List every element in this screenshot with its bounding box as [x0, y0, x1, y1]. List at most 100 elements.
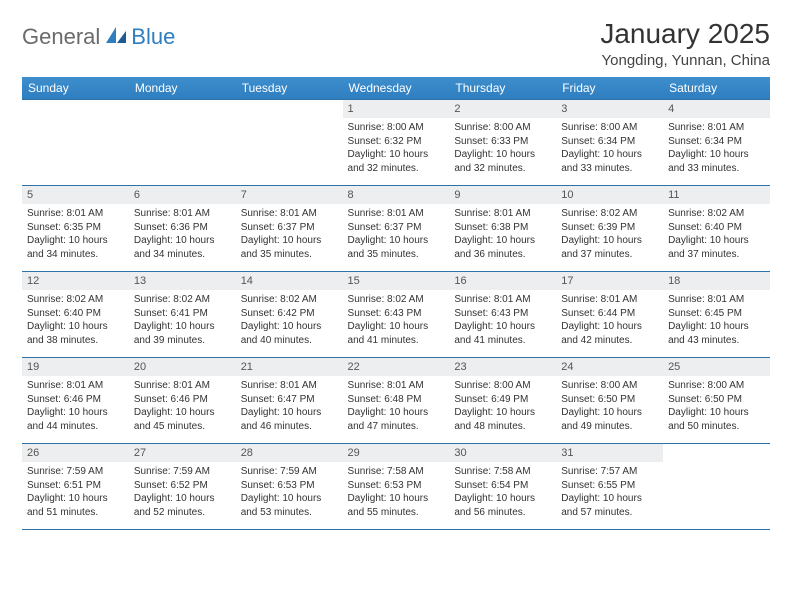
day-details: Sunrise: 8:00 AMSunset: 6:49 PMDaylight:… [449, 376, 556, 437]
sunrise-line: Sunrise: 8:01 AM [348, 379, 445, 393]
daylight-line: Daylight: 10 hours and 48 minutes. [454, 406, 551, 433]
day-details: Sunrise: 8:01 AMSunset: 6:46 PMDaylight:… [22, 376, 129, 437]
sunrise-line: Sunrise: 8:00 AM [561, 379, 658, 393]
day-details: Sunrise: 7:58 AMSunset: 6:54 PMDaylight:… [449, 462, 556, 523]
calendar-day-cell: 24Sunrise: 8:00 AMSunset: 6:50 PMDayligh… [556, 358, 663, 444]
day-number: 28 [236, 444, 343, 462]
calendar-day-cell: 20 Sunrise: 8:01 AMSunset: 6:46 PMDayligh… [129, 358, 236, 444]
day-number [663, 444, 770, 462]
sunrise-line: Sunrise: 8:01 AM [348, 207, 445, 221]
day-number: 27 [129, 444, 236, 462]
daylight-line: Daylight: 10 hours and 43 minutes. [668, 320, 765, 347]
sunset-line: Sunset: 6:37 PM [241, 221, 338, 235]
calendar-day-cell: 21Sunrise: 8:01 AMSunset: 6:47 PMDayligh… [236, 358, 343, 444]
day-details: Sunrise: 8:00 AMSunset: 6:32 PMDaylight:… [343, 118, 450, 179]
daylight-line: Daylight: 10 hours and 36 minutes. [454, 234, 551, 261]
day-details: Sunrise: 7:59 AMSunset: 6:53 PMDaylight:… [236, 462, 343, 523]
day-number: 18 [663, 272, 770, 290]
day-number: 9 [449, 186, 556, 204]
brand-sail-icon [104, 25, 128, 50]
month-title: January 2025 [600, 18, 770, 50]
day-details: Sunrise: 8:01 AMSunset: 6:45 PMDaylight:… [663, 290, 770, 351]
calendar-day-cell: 12Sunrise: 8:02 AMSunset: 6:40 PMDayligh… [22, 272, 129, 358]
sunset-line: Sunset: 6:43 PM [454, 307, 551, 321]
sunset-line: Sunset: 6:55 PM [561, 479, 658, 493]
calendar-page: General Blue January 2025 Yongding, Yunn… [0, 0, 792, 530]
calendar-day-cell: 31Sunrise: 7:57 AMSunset: 6:55 PMDayligh… [556, 444, 663, 530]
daylight-line: Daylight: 10 hours and 37 minutes. [561, 234, 658, 261]
calendar-day-cell: 22Sunrise: 8:01 AMSunset: 6:48 PMDayligh… [343, 358, 450, 444]
calendar-week-row: 5Sunrise: 8:01 AMSunset: 6:35 PMDaylight… [22, 186, 770, 272]
weekday-header: Thursday [449, 77, 556, 100]
day-number: 14 [236, 272, 343, 290]
daylight-line: Daylight: 10 hours and 45 minutes. [134, 406, 231, 433]
day-number: 6 [129, 186, 236, 204]
sunrise-line: Sunrise: 7:58 AM [454, 465, 551, 479]
day-details: Sunrise: 8:01 AMSunset: 6:43 PMDaylight:… [449, 290, 556, 351]
sunrise-line: Sunrise: 8:00 AM [668, 379, 765, 393]
sunset-line: Sunset: 6:46 PM [134, 393, 231, 407]
sunset-line: Sunset: 6:37 PM [348, 221, 445, 235]
day-details: Sunrise: 8:02 AMSunset: 6:41 PMDaylight:… [129, 290, 236, 351]
sunset-line: Sunset: 6:40 PM [668, 221, 765, 235]
sunset-line: Sunset: 6:50 PM [668, 393, 765, 407]
day-details: Sunrise: 8:00 AMSunset: 6:34 PMDaylight:… [556, 118, 663, 179]
calendar-week-row: 26Sunrise: 7:59 AMSunset: 6:51 PMDayligh… [22, 444, 770, 530]
day-number: 17 [556, 272, 663, 290]
sunset-line: Sunset: 6:33 PM [454, 135, 551, 149]
daylight-line: Daylight: 10 hours and 37 minutes. [668, 234, 765, 261]
day-number: 25 [663, 358, 770, 376]
day-details: Sunrise: 8:01 AMSunset: 6:44 PMDaylight:… [556, 290, 663, 351]
calendar-day-cell: 3Sunrise: 8:00 AMSunset: 6:34 PMDaylight… [556, 100, 663, 186]
daylight-line: Daylight: 10 hours and 55 minutes. [348, 492, 445, 519]
day-details: Sunrise: 7:59 AMSunset: 6:52 PMDaylight:… [129, 462, 236, 523]
weekday-header: Tuesday [236, 77, 343, 100]
sunrise-line: Sunrise: 8:01 AM [134, 379, 231, 393]
weekday-header: Monday [129, 77, 236, 100]
day-number: 1 [343, 100, 450, 118]
sunset-line: Sunset: 6:43 PM [348, 307, 445, 321]
calendar-day-cell: 5Sunrise: 8:01 AMSunset: 6:35 PMDaylight… [22, 186, 129, 272]
sunset-line: Sunset: 6:38 PM [454, 221, 551, 235]
title-block: January 2025 Yongding, Yunnan, China [600, 18, 770, 69]
sunrise-line: Sunrise: 7:59 AM [241, 465, 338, 479]
brand-text-general: General [22, 24, 100, 50]
sunrise-line: Sunrise: 8:01 AM [134, 207, 231, 221]
sunset-line: Sunset: 6:46 PM [27, 393, 124, 407]
daylight-line: Daylight: 10 hours and 35 minutes. [348, 234, 445, 261]
sunrise-line: Sunrise: 8:02 AM [241, 293, 338, 307]
sunrise-line: Sunrise: 7:59 AM [27, 465, 124, 479]
day-details: Sunrise: 8:01 AMSunset: 6:37 PMDaylight:… [236, 204, 343, 265]
weekday-header: Wednesday [343, 77, 450, 100]
day-number: 20 [129, 358, 236, 376]
day-details: Sunrise: 8:01 AMSunset: 6:48 PMDaylight:… [343, 376, 450, 437]
daylight-line: Daylight: 10 hours and 39 minutes. [134, 320, 231, 347]
day-details: Sunrise: 8:01 AMSunset: 6:38 PMDaylight:… [449, 204, 556, 265]
sunset-line: Sunset: 6:47 PM [241, 393, 338, 407]
sunrise-line: Sunrise: 8:02 AM [348, 293, 445, 307]
calendar-day-cell: 2Sunrise: 8:00 AMSunset: 6:33 PMDaylight… [449, 100, 556, 186]
calendar-empty-cell [236, 100, 343, 186]
sunrise-line: Sunrise: 8:02 AM [134, 293, 231, 307]
brand-text-blue: Blue [131, 24, 175, 50]
sunset-line: Sunset: 6:53 PM [241, 479, 338, 493]
sunset-line: Sunset: 6:53 PM [348, 479, 445, 493]
calendar-day-cell: 23Sunrise: 8:00 AMSunset: 6:49 PMDayligh… [449, 358, 556, 444]
daylight-line: Daylight: 10 hours and 41 minutes. [454, 320, 551, 347]
sunrise-line: Sunrise: 8:01 AM [668, 293, 765, 307]
calendar-day-cell: 9Sunrise: 8:01 AMSunset: 6:38 PMDaylight… [449, 186, 556, 272]
calendar-day-cell: 18Sunrise: 8:01 AMSunset: 6:45 PMDayligh… [663, 272, 770, 358]
daylight-line: Daylight: 10 hours and 47 minutes. [348, 406, 445, 433]
daylight-line: Daylight: 10 hours and 41 minutes. [348, 320, 445, 347]
daylight-line: Daylight: 10 hours and 51 minutes. [27, 492, 124, 519]
day-number: 15 [343, 272, 450, 290]
calendar-week-row: 19Sunrise: 8:01 AMSunset: 6:46 PMDayligh… [22, 358, 770, 444]
calendar-empty-cell [663, 444, 770, 530]
page-header: General Blue January 2025 Yongding, Yunn… [22, 18, 770, 69]
calendar-table: SundayMondayTuesdayWednesdayThursdayFrid… [22, 77, 770, 530]
calendar-day-cell: 28Sunrise: 7:59 AMSunset: 6:53 PMDayligh… [236, 444, 343, 530]
daylight-line: Daylight: 10 hours and 33 minutes. [668, 148, 765, 175]
day-number [22, 100, 129, 118]
day-number: 31 [556, 444, 663, 462]
sunrise-line: Sunrise: 8:00 AM [454, 121, 551, 135]
